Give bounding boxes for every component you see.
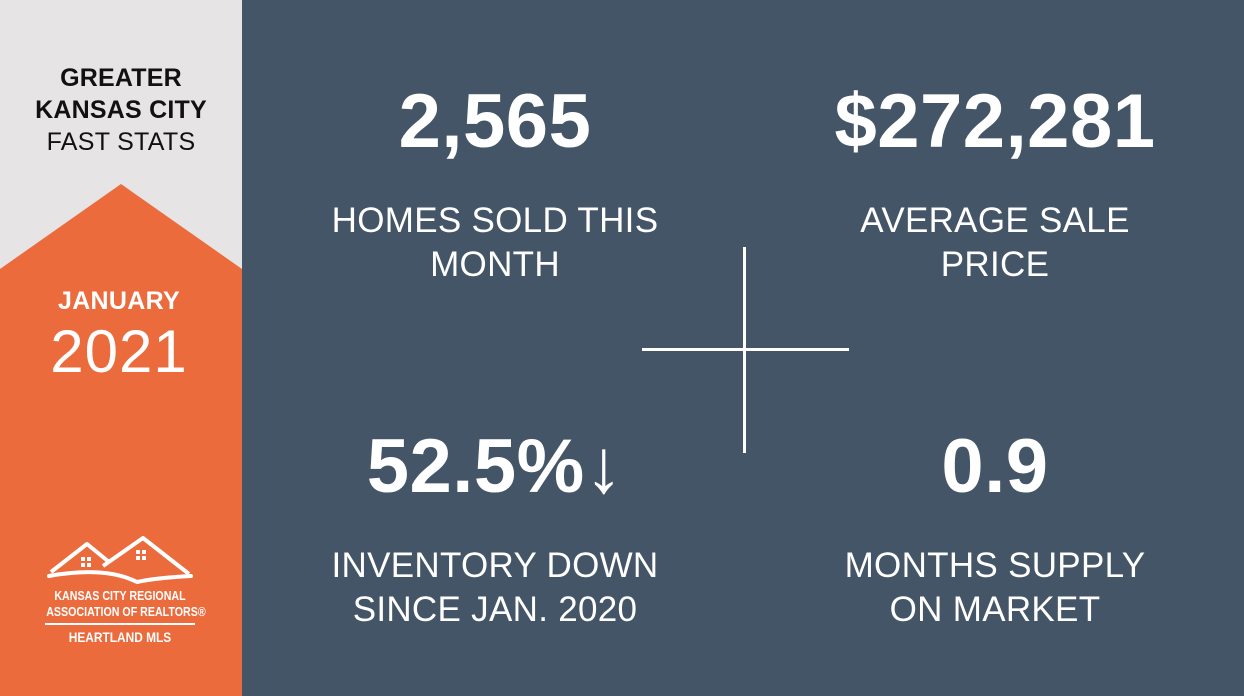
stat-average-sale-price: $272,281 AVERAGE SALE PRICE <box>790 82 1200 287</box>
stat-label-line: SINCE JAN. 2020 <box>352 590 638 629</box>
stat-value: $272,281 <box>834 79 1156 164</box>
sidebar-title: GREATER KANSAS CITY FAST STATS <box>0 62 242 158</box>
stat-label-line: MONTH <box>430 245 560 284</box>
logo-line-heartland-mls: HEARTLAND MLS <box>68 629 172 645</box>
report-month: JANUARY <box>57 287 181 315</box>
stat-homes-sold: 2,565 HOMES SOLD THIS MONTH <box>290 82 700 287</box>
logo-line-kansas-city-regional: KANSAS CITY REGIONAL <box>54 588 186 603</box>
title-kansas-city: KANSAS CITY <box>35 96 207 124</box>
stat-label-line: AVERAGE SALE <box>860 201 1130 240</box>
association-logo: KANSAS CITY REGIONAL ASSOCIATION OF REAL… <box>30 536 210 645</box>
title-fast-stats: FAST STATS <box>46 128 196 156</box>
stat-label-line: ON MARKET <box>889 590 1101 629</box>
title-greater: GREATER <box>60 64 182 92</box>
stat-value: 0.9 <box>941 424 1049 509</box>
logo-line-association: ASSOCIATION OF REALTORS® <box>46 604 206 619</box>
stat-months-supply: 0.9 MONTHS SUPPLY ON MARKET <box>790 427 1200 632</box>
stat-value: 52.5%↓ <box>366 424 624 509</box>
sidebar: GREATER KANSAS CITY FAST STATS JANUARY 2… <box>0 0 242 696</box>
stat-value: 2,565 <box>398 79 592 164</box>
stat-label-line: INVENTORY DOWN <box>331 546 659 585</box>
stat-label-line: HOMES SOLD THIS <box>331 201 659 240</box>
cross-divider-vertical <box>743 247 746 453</box>
stat-label-line: PRICE <box>940 245 1050 284</box>
logo-divider <box>45 623 195 625</box>
houses-logo-icon <box>47 536 193 585</box>
stat-inventory-down: 52.5%↓ INVENTORY DOWN SINCE JAN. 2020 <box>290 427 700 632</box>
report-year: 2021 <box>50 318 188 385</box>
report-period: JANUARY 2021 <box>0 283 238 385</box>
stat-label-line: MONTHS SUPPLY <box>844 546 1146 585</box>
